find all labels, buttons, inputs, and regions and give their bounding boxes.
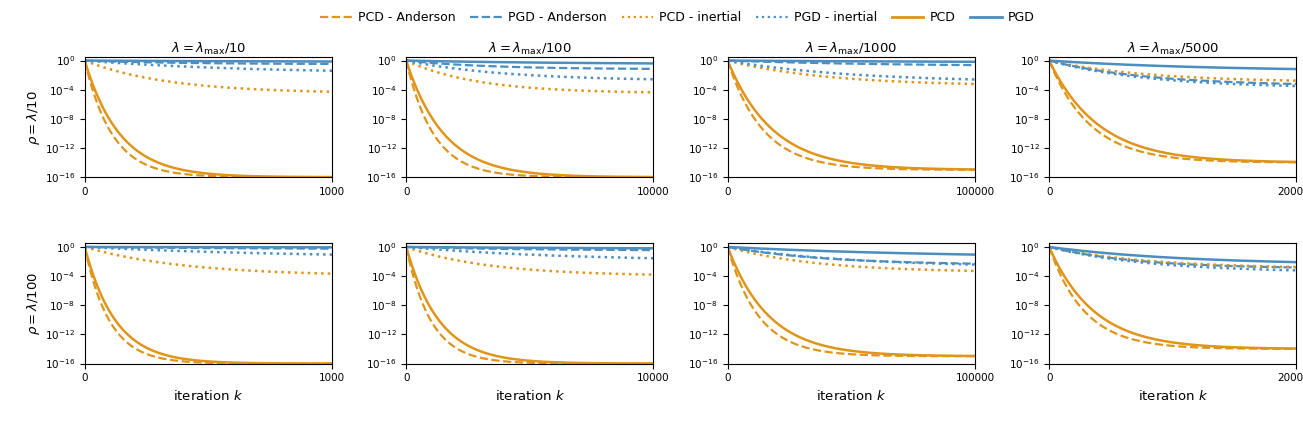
Title: $\lambda = \lambda_{\max}/10$: $\lambda = \lambda_{\max}/10$ bbox=[171, 41, 246, 57]
Title: $\lambda = \lambda_{\max}/100$: $\lambda = \lambda_{\max}/100$ bbox=[487, 41, 572, 57]
Title: $\lambda = \lambda_{\max}/1000$: $\lambda = \lambda_{\max}/1000$ bbox=[805, 41, 898, 57]
X-axis label: iteration $k$: iteration $k$ bbox=[173, 389, 244, 403]
Y-axis label: $\rho = \lambda/100$: $\rho = \lambda/100$ bbox=[25, 272, 42, 335]
Title: $\lambda = \lambda_{\max}/5000$: $\lambda = \lambda_{\max}/5000$ bbox=[1127, 41, 1220, 57]
X-axis label: iteration $k$: iteration $k$ bbox=[816, 389, 886, 403]
Y-axis label: $\rho = \lambda/10$: $\rho = \lambda/10$ bbox=[25, 90, 42, 145]
X-axis label: iteration $k$: iteration $k$ bbox=[495, 389, 566, 403]
Legend: PCD - Anderson, PGD - Anderson, PCD - inertial, PGD - inertial, PCD, PGD: PCD - Anderson, PGD - Anderson, PCD - in… bbox=[315, 6, 1040, 29]
X-axis label: iteration $k$: iteration $k$ bbox=[1138, 389, 1208, 403]
